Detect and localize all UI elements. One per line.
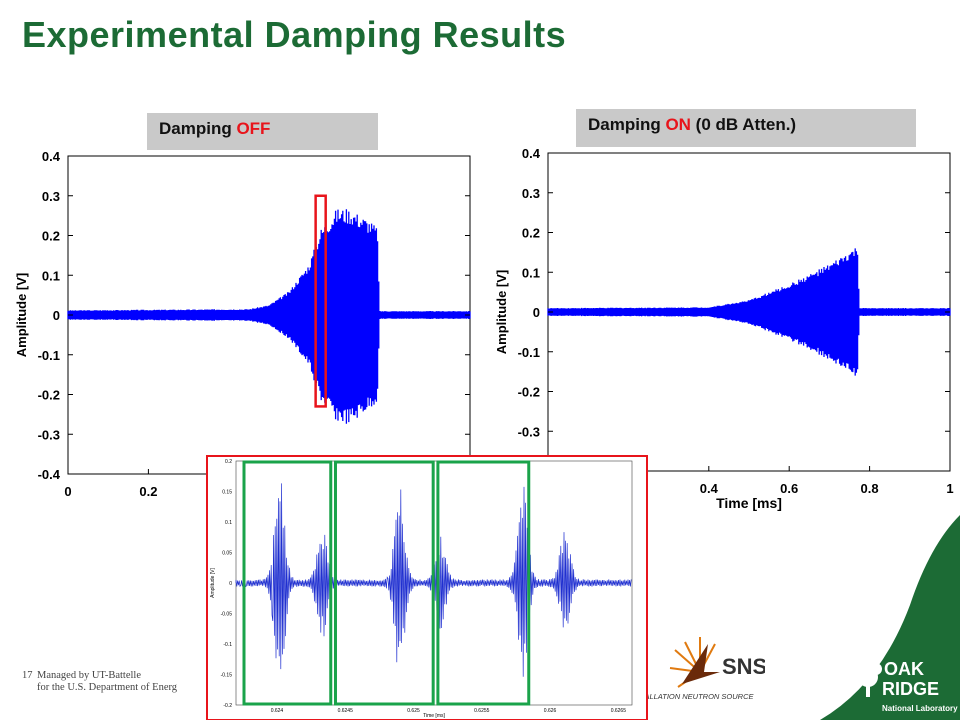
zoom-window xyxy=(242,460,333,706)
x-tick-label: 0.2 xyxy=(139,484,157,498)
y-axis-label: Amplitude [V] xyxy=(494,270,509,355)
x-tick-labels: 0.624 0.6245 0.625 0.6255 0.626 0.6265 xyxy=(271,708,627,714)
zoom-inset-chart: 0.20.150.10.050-0.05-0.1-0.15-0.2 0.624 0… xyxy=(206,455,648,720)
x-tick-label: 1 xyxy=(946,481,953,496)
x-tick-label: 0.6 xyxy=(780,481,798,496)
inset-y-tick-label: -0.2 xyxy=(223,703,232,709)
y-tick-label: 0.1 xyxy=(42,268,60,283)
damping-on-label: Damping ON (0 dB Atten.) xyxy=(576,109,916,147)
ornl-line-1: OAK xyxy=(884,659,924,679)
inset-y-tick-label: -0.15 xyxy=(221,673,233,679)
y-tick-label: -0.1 xyxy=(518,345,540,360)
inset-x-tick-label: 0.626 xyxy=(544,708,557,714)
sns-logo: SNS PALLATION NEUTRON SOURCE xyxy=(640,637,765,701)
y-tick-label: 0.3 xyxy=(42,189,60,204)
inset-x-tick-label: 0.625 xyxy=(407,708,420,714)
y-tick-label: 0.4 xyxy=(42,149,61,164)
sns-burst-icon xyxy=(669,637,720,688)
y-tick-label: -0.2 xyxy=(38,388,60,403)
oak-tree-icon xyxy=(854,657,882,697)
inset-x-axis-label: Time [ms] xyxy=(423,713,445,719)
x-tick-label: 0 xyxy=(64,484,71,498)
y-tick-label: 0.2 xyxy=(522,226,540,241)
inset-x-tick-label: 0.6265 xyxy=(611,708,627,714)
sns-text: SNS xyxy=(722,654,765,679)
ornl-logo: OAK RIDGE National Laboratory xyxy=(820,515,960,720)
y-tick-label: 0 xyxy=(53,308,60,323)
y-tick-labels: 0.2 0.15 0.1 0.05 0 -0.05 -0.1 -0.15 -0.2 xyxy=(221,459,233,709)
inset-x-tick-label: 0.6245 xyxy=(338,708,354,714)
ornl-line-2: RIDGE xyxy=(882,679,939,699)
footer-line-1: Managed by UT-Battelle xyxy=(37,670,142,681)
inset-y-tick-label: 0 xyxy=(229,581,232,587)
inset-x-tick-label: 0.6255 xyxy=(474,708,490,714)
slide-title: Experimental Damping Results xyxy=(22,14,567,55)
sns-subtext: PALLATION NEUTRON SOURCE xyxy=(640,692,754,701)
x-tick-labels: 0.4 0.6 0.8 1 xyxy=(700,466,954,496)
y-tick-label: 0 xyxy=(533,305,540,320)
inset-y-tick-label: -0.1 xyxy=(223,642,232,648)
y-tick-label: -0.3 xyxy=(518,424,540,439)
inset-y-tick-label: -0.05 xyxy=(221,612,233,618)
ornl-line-3: National Laboratory xyxy=(882,704,958,713)
zoom-window xyxy=(333,460,435,706)
y-tick-label: -0.1 xyxy=(38,348,60,363)
damping-on-chart: 0.4 0.3 0.2 0.1 0 -0.1 -0.2 -0.3 0.4 0.6 0.8 1 Amp… xyxy=(494,146,954,511)
y-tick-label: 0.2 xyxy=(42,229,60,244)
y-tick-label: -0.4 xyxy=(38,467,61,482)
x-tick-label: 0.8 xyxy=(861,481,879,496)
x-tick-label: 0.4 xyxy=(700,481,719,496)
y-tick-label: 0.3 xyxy=(522,186,540,201)
inset-y-tick-label: 0.05 xyxy=(222,551,232,557)
x-tick-labels: 0 0.2 xyxy=(64,469,157,498)
inset-y-tick-label: 0.15 xyxy=(222,490,232,496)
y-tick-labels: 0.4 0.3 0.2 0.1 0 -0.1 -0.2 -0.3 -0.4 xyxy=(38,149,470,482)
damping-on-state: ON xyxy=(665,115,691,134)
damping-off-chart: 0.40.30.20.10-0.1-0.2-0.3-0.4 0 0.2 Ampli… xyxy=(14,149,471,498)
inset-y-tick-label: 0.2 xyxy=(225,459,232,465)
y-tick-label: -0.3 xyxy=(38,427,60,442)
inset-x-tick-label: 0.624 xyxy=(271,708,284,714)
damping-off-label-prefix: Damping xyxy=(159,119,237,138)
zoom-windows xyxy=(242,460,531,706)
inset-y-tick-label: 0.1 xyxy=(225,520,232,526)
page-number: 17 xyxy=(22,670,33,681)
inset-y-axis-label: Amplitude [V] xyxy=(210,568,216,598)
footer: 17 Managed by UT-Battelle for the U.S. De… xyxy=(22,670,177,694)
damping-on-label-prefix: Damping xyxy=(588,115,666,134)
y-tick-labels: 0.4 0.3 0.2 0.1 0 -0.1 -0.2 -0.3 xyxy=(518,146,950,439)
damping-off-state: OFF xyxy=(236,119,271,138)
damping-off-label: Damping OFF xyxy=(147,113,378,150)
footer-line-2: for the U.S. Department of Energ xyxy=(37,682,178,693)
damping-on-label-suffix: (0 dB Atten.) xyxy=(690,115,797,134)
y-tick-label: -0.2 xyxy=(518,385,540,400)
y-tick-label: 0.4 xyxy=(522,146,541,161)
y-axis-label: Amplitude [V] xyxy=(14,273,29,358)
highlight-window xyxy=(314,194,327,408)
zoom-window xyxy=(436,460,531,706)
y-tick-label: 0.1 xyxy=(522,265,540,280)
x-axis-label: Time [ms] xyxy=(716,495,782,511)
